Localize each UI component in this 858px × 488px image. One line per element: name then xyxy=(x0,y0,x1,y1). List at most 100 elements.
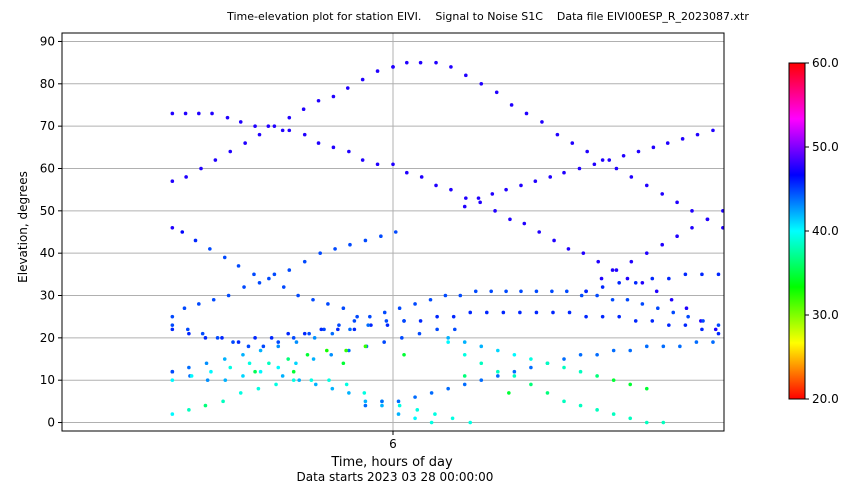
data-point xyxy=(667,276,671,281)
data-point xyxy=(187,331,191,336)
data-point xyxy=(479,378,484,382)
data-point xyxy=(236,340,241,344)
y-tick-label: 50 xyxy=(40,204,55,218)
data-point xyxy=(330,386,335,391)
data-point xyxy=(312,336,317,340)
data-point xyxy=(533,179,538,183)
data-point xyxy=(610,297,615,302)
data-point xyxy=(462,374,467,378)
data-point xyxy=(570,141,575,145)
data-point xyxy=(236,264,241,268)
data-point xyxy=(644,344,649,349)
data-point xyxy=(812,162,816,166)
data-point xyxy=(562,399,566,404)
data-point xyxy=(599,276,604,281)
data-point xyxy=(185,327,190,332)
data-point xyxy=(397,306,402,311)
data-point xyxy=(257,132,262,137)
data-point xyxy=(545,361,550,366)
data-point xyxy=(766,328,770,332)
data-point xyxy=(611,348,616,353)
data-point xyxy=(286,357,290,361)
data-point xyxy=(329,352,334,357)
data-point xyxy=(205,378,210,382)
data-point xyxy=(419,175,424,179)
data-point xyxy=(348,327,352,332)
data-point xyxy=(327,378,331,382)
data-point xyxy=(228,365,233,370)
data-point xyxy=(355,314,359,319)
data-point xyxy=(507,391,511,395)
data-point xyxy=(187,365,191,370)
data-point xyxy=(313,382,318,387)
y-axis-ticks: 0 10 20 30 40 50 60 70 80 90 xyxy=(40,34,62,430)
data-point xyxy=(833,383,837,387)
data-point xyxy=(193,238,198,243)
data-point xyxy=(434,183,438,188)
data-point xyxy=(816,336,820,340)
data-point xyxy=(451,314,456,319)
data-point xyxy=(701,319,705,323)
data-point xyxy=(743,345,747,349)
data-point xyxy=(562,170,566,175)
data-point xyxy=(654,289,659,294)
data-point xyxy=(695,132,700,137)
data-point xyxy=(816,281,820,285)
data-point xyxy=(170,369,175,374)
data-point xyxy=(686,314,690,319)
data-point xyxy=(449,187,453,192)
data-point xyxy=(479,82,484,86)
data-point xyxy=(341,306,346,311)
data-point xyxy=(678,344,682,349)
data-point xyxy=(199,166,203,171)
data-point xyxy=(203,336,208,340)
data-point xyxy=(607,158,612,162)
data-point xyxy=(518,310,522,315)
data-point xyxy=(446,336,450,340)
data-point xyxy=(567,310,572,315)
data-point xyxy=(241,352,245,357)
data-point xyxy=(404,60,409,65)
data-point xyxy=(404,170,409,175)
data-point xyxy=(725,124,729,128)
y-tick-label: 30 xyxy=(40,289,55,303)
data-point xyxy=(650,276,655,281)
data-point xyxy=(400,336,404,340)
data-point xyxy=(267,361,271,366)
data-point xyxy=(656,306,660,311)
data-point xyxy=(614,268,619,272)
data-point xyxy=(732,328,736,332)
data-point xyxy=(266,124,271,128)
data-point xyxy=(683,272,688,277)
data-point xyxy=(816,298,820,302)
data-point xyxy=(462,204,467,209)
data-point xyxy=(246,344,251,349)
data-point xyxy=(667,323,671,327)
colorbar xyxy=(788,62,806,400)
data-point xyxy=(213,158,218,162)
data-point xyxy=(211,297,216,302)
data-point xyxy=(529,382,533,387)
data-point xyxy=(397,403,402,408)
data-point xyxy=(844,349,848,353)
data-point xyxy=(669,297,674,302)
data-point xyxy=(391,162,395,167)
data-point xyxy=(363,238,368,243)
data-point xyxy=(256,386,261,391)
data-point xyxy=(253,124,257,128)
data-point xyxy=(713,327,718,332)
data-point xyxy=(777,336,781,340)
data-point xyxy=(633,319,638,323)
data-point xyxy=(368,314,372,319)
data-point xyxy=(540,120,544,124)
data-point xyxy=(345,86,350,90)
data-point xyxy=(579,293,584,298)
chart-title: Time-elevation plot for station EIVI. Si… xyxy=(226,10,749,23)
data-point xyxy=(391,65,395,69)
data-point xyxy=(341,361,346,366)
data-point xyxy=(628,382,633,387)
data-point xyxy=(610,268,615,272)
data-point xyxy=(628,416,633,421)
data-point xyxy=(833,336,837,340)
data-point xyxy=(464,196,468,200)
